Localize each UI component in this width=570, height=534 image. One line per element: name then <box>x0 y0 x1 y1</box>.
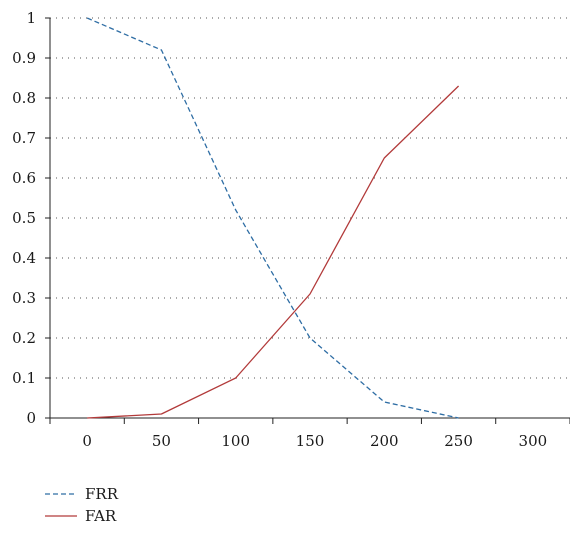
y-tick-label-7: 0.7 <box>12 129 36 147</box>
y-tick-label-4: 0.4 <box>12 249 36 267</box>
x-tick-label-0: 0 <box>82 432 92 450</box>
x-tick-label-2: 100 <box>221 432 250 450</box>
legend-label-far: FAR <box>85 507 117 525</box>
y-tick-label-2: 0.2 <box>12 329 36 347</box>
y-tick-label-1: 0.1 <box>12 369 36 387</box>
grid <box>50 18 570 378</box>
y-tick-label-8: 0.8 <box>12 89 36 107</box>
y-tick-label-5: 0.5 <box>12 209 36 227</box>
y-tick-label-6: 0.6 <box>12 169 36 187</box>
x-tick-label-3: 150 <box>296 432 325 450</box>
series-line-far <box>87 86 458 418</box>
legend-label-frr: FRR <box>85 485 119 503</box>
y-tick-label-0: 0 <box>26 409 36 427</box>
y-tick-label-3: 0.3 <box>12 289 36 307</box>
axes: 0 0.1 0.2 0.3 0.4 0.5 0.6 0.7 0.8 0.9 1 0 50 100 150 20… <box>12 9 570 450</box>
x-tick-label-1: 50 <box>152 432 171 450</box>
x-tick-label-6: 300 <box>519 432 548 450</box>
x-tick-label-5: 250 <box>444 432 473 450</box>
y-tick-label-9: 0.9 <box>12 49 36 67</box>
x-tick-label-4: 200 <box>370 432 399 450</box>
y-tick-label-10: 1 <box>26 9 36 27</box>
legend: FRR FAR <box>45 485 119 525</box>
